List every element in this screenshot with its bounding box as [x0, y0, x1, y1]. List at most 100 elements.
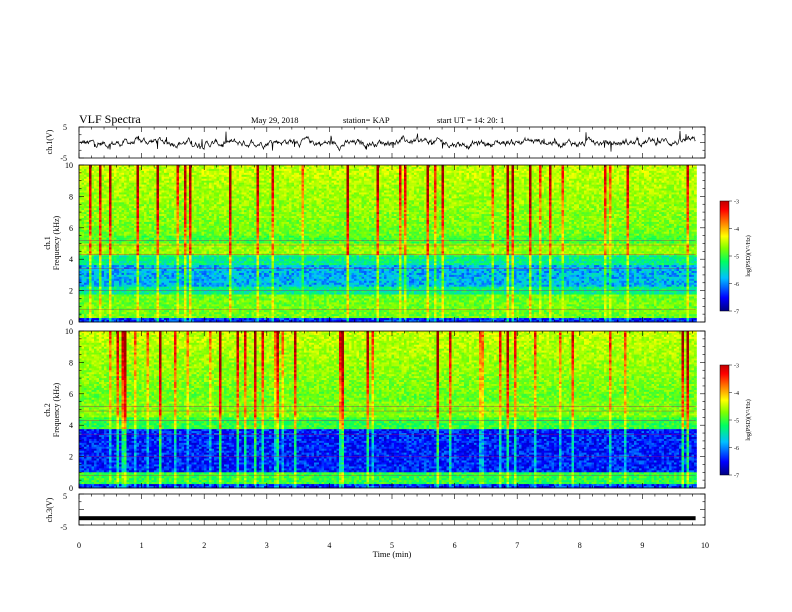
- spectrogram-cell: [137, 302, 140, 304]
- spectrogram-cell: [169, 271, 172, 273]
- spectrogram-cell: [132, 300, 135, 302]
- spectrogram-cell: [84, 204, 87, 206]
- spectrogram-cell: [207, 226, 210, 228]
- spectrogram-cell: [117, 312, 120, 314]
- spectrogram-cell: [142, 181, 145, 183]
- spectrogram-cell: [199, 285, 202, 287]
- spectrogram-cell: [99, 224, 102, 226]
- spectrogram-cell: [189, 285, 192, 287]
- spectrogram-cell: [114, 196, 117, 198]
- spectrogram-cell: [177, 220, 180, 222]
- spectrogram-cell: [179, 265, 182, 267]
- spectrogram-cell: [94, 271, 97, 273]
- spectrogram-cell: [79, 167, 82, 169]
- spectrogram-cell: [152, 189, 155, 191]
- spectrogram-cell: [169, 226, 172, 228]
- spectrogram-cell: [119, 306, 122, 308]
- spectrogram-cell: [162, 191, 165, 193]
- spectrogram-cell: [162, 200, 165, 202]
- spectrogram-cell: [102, 189, 105, 191]
- spectrogram-cell: [119, 298, 122, 300]
- spectrogram-cell: [199, 257, 202, 259]
- spectrogram-cell: [84, 273, 87, 275]
- spectrogram-cell: [129, 287, 132, 289]
- spectrogram-cell: [194, 316, 197, 318]
- spectrogram-cell: [147, 218, 150, 220]
- spectrogram-cell: [222, 269, 225, 271]
- spectrogram-cell: [127, 232, 130, 234]
- spectrogram-cell: [124, 306, 127, 308]
- spectrogram-cell: [192, 249, 195, 251]
- spectrogram-cell: [214, 279, 217, 281]
- spectrogram-cell: [99, 196, 102, 198]
- spectrogram-cell: [217, 287, 220, 289]
- spectrogram-cell: [184, 202, 187, 204]
- spectrogram-cell: [112, 318, 115, 320]
- spectrogram-cell: [194, 224, 197, 226]
- spectrogram-cell: [97, 204, 100, 206]
- spectrogram-cell: [124, 187, 127, 189]
- spectrogram-cell: [207, 279, 210, 281]
- spectrogram-cell: [147, 224, 150, 226]
- spectrogram-cell: [117, 194, 120, 196]
- spectrogram-cell: [202, 255, 205, 257]
- figure-title: VLF Spectra: [79, 112, 141, 126]
- spectrogram-cell: [119, 232, 122, 234]
- spectrogram-cell: [219, 279, 222, 281]
- spectrogram-cell: [157, 204, 160, 206]
- spectrogram-cell: [107, 204, 110, 206]
- spectrogram-cell: [172, 263, 175, 265]
- spectrogram-cell: [82, 210, 85, 212]
- spectrogram-cell: [79, 293, 82, 295]
- spectrogram-cell: [194, 314, 197, 316]
- spectrogram-cell: [132, 232, 135, 234]
- spectrogram-cell: [124, 224, 127, 226]
- spectrogram-cell: [154, 259, 157, 261]
- spectrogram-cell: [159, 187, 162, 189]
- spectrogram-cell: [109, 302, 112, 304]
- spectrogram-cell: [159, 189, 162, 191]
- spectrogram-cell: [167, 214, 170, 216]
- spectrogram-cell: [144, 204, 147, 206]
- spectrogram-cell: [224, 214, 227, 216]
- spectrogram-cell: [172, 214, 175, 216]
- spectrogram-cell: [174, 310, 177, 312]
- spectrogram-cell: [229, 204, 232, 206]
- spectrogram-cell: [157, 245, 160, 247]
- spectrogram-cell: [97, 191, 100, 193]
- spectrogram-cell: [122, 255, 125, 257]
- spectrogram-cell: [214, 189, 217, 191]
- spectrogram-cell: [122, 210, 125, 212]
- spectrogram-cell: [124, 171, 127, 173]
- spectrogram-cell: [157, 171, 160, 173]
- spectrogram-cell: [189, 277, 192, 279]
- spectrogram-cell: [192, 169, 195, 171]
- spectrogram-cell: [159, 259, 162, 261]
- spectrogram-cell: [89, 296, 92, 298]
- spectrogram-cell: [187, 263, 190, 265]
- spectrogram-cell: [119, 220, 122, 222]
- spectrogram-cell: [102, 306, 105, 308]
- spectrogram-cell: [224, 232, 227, 234]
- spectrogram-cell: [207, 173, 210, 175]
- spectrogram-cell: [182, 259, 185, 261]
- spectrogram-cell: [157, 187, 160, 189]
- spectrogram-cell: [137, 269, 140, 271]
- spectrogram-cell: [112, 249, 115, 251]
- spectrogram-cell: [144, 242, 147, 244]
- spectrogram-cell: [102, 283, 105, 285]
- spectrogram-cell: [167, 224, 170, 226]
- spectrogram-cell: [82, 236, 85, 238]
- spectrogram-cell: [157, 273, 160, 275]
- spectrogram-cell: [217, 271, 220, 273]
- spectrogram-cell: [84, 255, 87, 257]
- spectrogram-cell: [177, 267, 180, 269]
- spectrogram-cell: [147, 220, 150, 222]
- spectrogram-cell: [157, 249, 160, 251]
- spectrogram-cell: [142, 232, 145, 234]
- spectrogram-cell: [152, 265, 155, 267]
- spectrogram-cell: [139, 251, 142, 253]
- spectrogram-cell: [104, 208, 107, 210]
- spectrogram-cell: [229, 244, 232, 246]
- spectrogram-cell: [227, 194, 230, 196]
